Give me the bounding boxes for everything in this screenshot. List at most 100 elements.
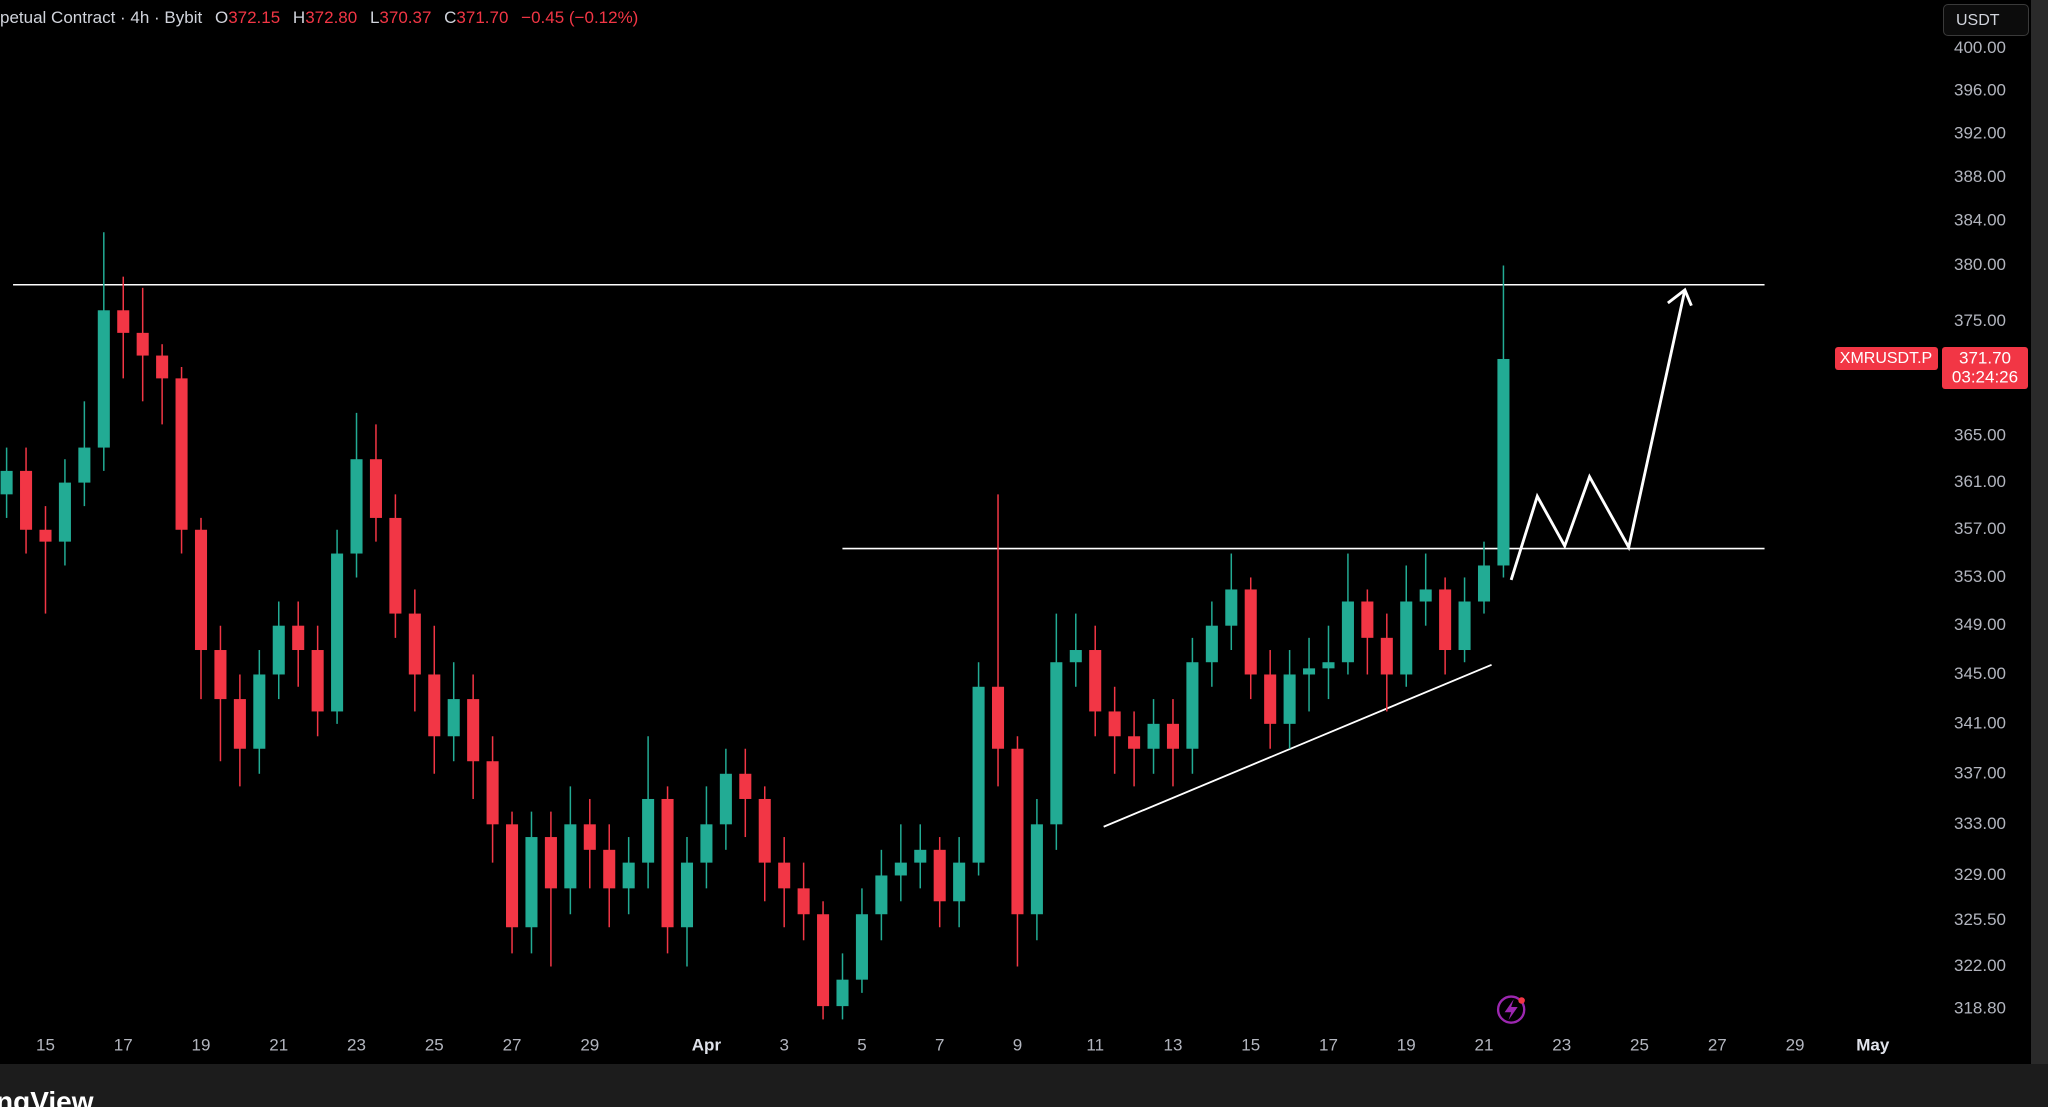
x-tick-label: 15 (36, 1035, 55, 1054)
currency-button[interactable]: USDT (1943, 4, 2029, 36)
alert-dot (1518, 997, 1525, 1004)
candle-body (408, 613, 421, 675)
candle-body (1186, 662, 1199, 749)
ohlc-value: 372.80 (305, 8, 358, 27)
candle-body (1225, 589, 1238, 626)
y-tick-label: 318.80 (1954, 998, 2006, 1017)
y-tick-label: 392.00 (1954, 123, 2006, 142)
candle-body (331, 553, 344, 712)
candle-body (914, 849, 927, 863)
x-tick-label: 13 (1164, 1035, 1183, 1054)
candle-body (175, 378, 188, 530)
candle-body (156, 355, 169, 379)
candle-body (117, 310, 130, 333)
candle-body (1205, 625, 1218, 663)
ohlc-value: 372.15 (228, 8, 281, 27)
candle-body (1030, 824, 1043, 915)
candle-body (836, 979, 849, 1007)
candle-body (389, 517, 402, 614)
user-drawings (13, 283, 1765, 1024)
x-tick-label: 27 (503, 1035, 522, 1054)
candle-body (933, 849, 946, 902)
ohlc-key: C (444, 8, 457, 27)
candle-body (97, 310, 110, 448)
candle-body (39, 529, 52, 542)
x-tick-label: May (1856, 1035, 1890, 1054)
candle-body (1361, 601, 1374, 638)
ohlc-value: 370.37 (379, 8, 432, 27)
candle-body (1244, 589, 1257, 675)
y-tick-label: 365.00 (1954, 425, 2006, 444)
candle-body (758, 798, 771, 863)
countdown: 03:24:26 (1952, 367, 2018, 386)
candle-body (1050, 662, 1063, 825)
candle-body (272, 625, 285, 675)
trend-line (1103, 663, 1492, 828)
candle-body (1400, 601, 1413, 675)
candle-body (350, 459, 363, 554)
y-tick-label: 337.00 (1954, 763, 2006, 782)
candle-body (1283, 674, 1296, 724)
y-tick-label: 341.00 (1954, 713, 2006, 732)
candle-body (467, 699, 480, 762)
alert-icon[interactable] (1496, 995, 1526, 1024)
candle-body (583, 824, 596, 850)
candle-body (1341, 601, 1354, 663)
candle-body (428, 674, 441, 737)
x-tick-label: Apr (692, 1035, 722, 1054)
candle-body (642, 798, 655, 863)
candle-body (778, 862, 791, 889)
x-tick-label: 27 (1708, 1035, 1727, 1054)
y-tick-label: 388.00 (1954, 167, 2006, 186)
candle-body (1322, 662, 1335, 669)
candle-body (447, 699, 460, 737)
candle-body (817, 914, 830, 1007)
candle-body (78, 447, 91, 483)
x-tick-label: 21 (1475, 1035, 1494, 1054)
ohlc-key: L (369, 8, 380, 27)
candle-body (1069, 650, 1082, 663)
candle-body (544, 837, 557, 889)
x-tick-label: 7 (935, 1035, 944, 1054)
candle-body (194, 529, 208, 651)
candle-body (1477, 565, 1491, 602)
x-tick-label: 23 (1552, 1035, 1571, 1054)
candle-body (0, 470, 13, 495)
footer-bar (0, 1064, 2048, 1107)
candle-body (1264, 674, 1277, 724)
y-tick-label: 353.00 (1954, 567, 2006, 586)
price-tag-label: 371.70 (1959, 348, 2011, 367)
candle-body (564, 824, 577, 889)
candle-body (1089, 650, 1102, 712)
price-tag (1942, 346, 2028, 389)
candle-body (680, 862, 694, 928)
ohlc-key: H (292, 8, 306, 27)
y-tick-label: 322.00 (1954, 956, 2006, 975)
x-tick-label: 25 (425, 1035, 444, 1054)
candle-body (1303, 668, 1316, 675)
ohlc-value: 371.70 (456, 8, 509, 27)
candle-body (953, 862, 966, 902)
y-tick-label: 400.00 (1954, 38, 2006, 57)
ticker-tag (1835, 346, 1938, 370)
y-tick-label: 333.00 (1954, 814, 2006, 833)
candle-body (700, 824, 713, 863)
candle-body (875, 875, 888, 915)
x-tick-label: 29 (580, 1035, 599, 1054)
candle-body (719, 773, 732, 825)
candle-body (486, 761, 499, 825)
candle-body (603, 849, 616, 889)
x-tick-label: 5 (857, 1035, 866, 1054)
candle-body (972, 686, 985, 863)
x-tick-label: 19 (1397, 1035, 1416, 1054)
candle-body (1439, 589, 1452, 651)
candle-body (1458, 601, 1471, 651)
candle-body (1497, 358, 1510, 566)
candle-body (136, 332, 149, 356)
candle-body (1011, 748, 1024, 915)
candle-body (661, 798, 674, 928)
projection-path (1509, 289, 1687, 581)
x-tick-label: 25 (1630, 1035, 1649, 1054)
x-tick-label: 9 (1013, 1035, 1022, 1054)
